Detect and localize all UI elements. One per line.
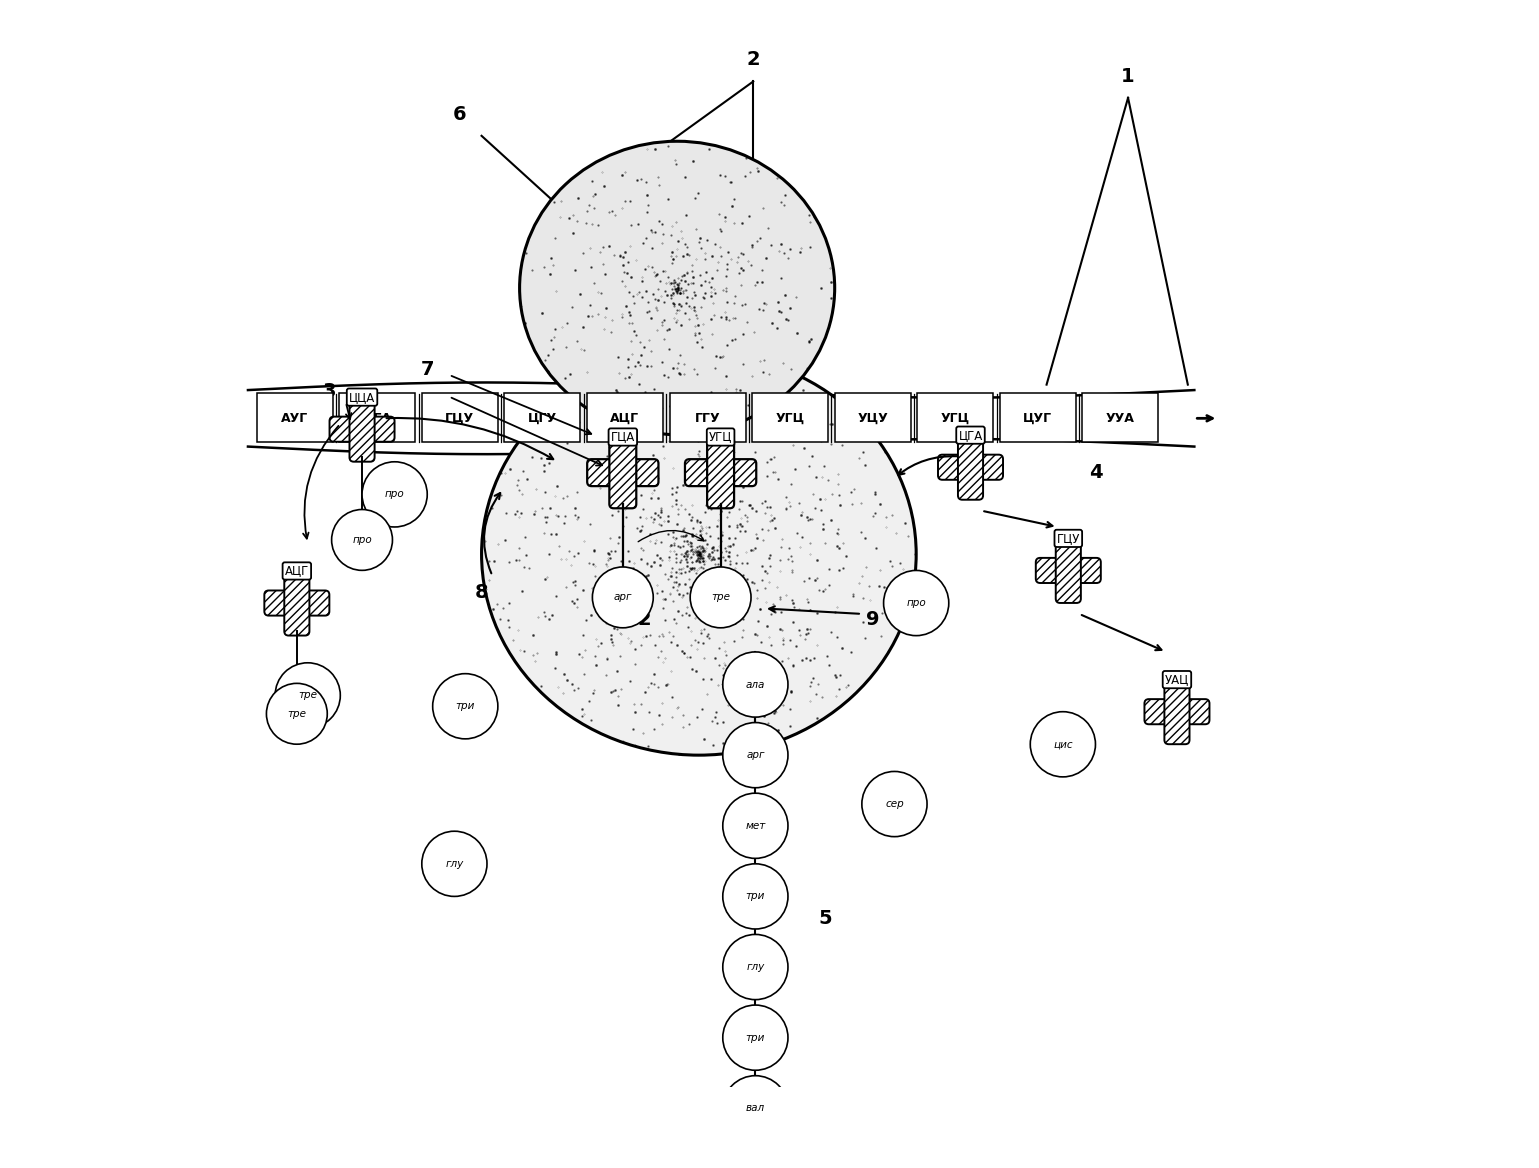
FancyBboxPatch shape (753, 394, 828, 443)
Text: ЦГУ: ЦГУ (528, 412, 557, 425)
Circle shape (723, 934, 788, 1000)
FancyBboxPatch shape (505, 394, 580, 443)
Circle shape (593, 566, 653, 628)
Circle shape (432, 674, 497, 739)
Text: УАЦ: УАЦ (1165, 673, 1190, 686)
Ellipse shape (482, 353, 916, 756)
Text: УГЦ: УГЦ (709, 431, 733, 444)
Text: три: три (746, 891, 765, 902)
FancyBboxPatch shape (257, 394, 332, 443)
Circle shape (723, 1076, 788, 1141)
Text: ГГУ: ГГУ (694, 412, 720, 425)
Ellipse shape (520, 141, 834, 434)
Text: ЦГА: ЦГА (363, 412, 392, 425)
Circle shape (723, 793, 788, 858)
Circle shape (723, 723, 788, 787)
FancyBboxPatch shape (685, 459, 756, 486)
Circle shape (723, 1004, 788, 1070)
FancyBboxPatch shape (1082, 394, 1159, 443)
FancyBboxPatch shape (285, 570, 309, 635)
Text: ГЦА: ГЦА (611, 431, 636, 444)
Text: 7: 7 (420, 360, 434, 378)
Text: ала: ала (746, 680, 765, 689)
Text: три: три (456, 701, 476, 711)
Text: цис: цис (1053, 739, 1073, 750)
Circle shape (275, 662, 340, 728)
Circle shape (1030, 711, 1096, 777)
FancyBboxPatch shape (937, 454, 1003, 480)
Circle shape (362, 461, 428, 527)
Circle shape (723, 652, 788, 717)
FancyBboxPatch shape (706, 437, 734, 508)
Text: 6: 6 (452, 105, 466, 124)
Text: АЦГ: АЦГ (285, 564, 309, 577)
FancyBboxPatch shape (917, 394, 993, 443)
Circle shape (862, 771, 926, 836)
FancyBboxPatch shape (1000, 394, 1076, 443)
Text: УГЦ: УГЦ (776, 412, 805, 425)
Circle shape (723, 864, 788, 929)
FancyBboxPatch shape (349, 397, 374, 461)
Circle shape (422, 832, 486, 896)
Text: ГЦУ: ГЦУ (445, 412, 474, 425)
Circle shape (331, 509, 392, 570)
Text: ГЦУ: ГЦУ (1057, 531, 1080, 544)
Text: ЦГА: ЦГА (959, 429, 982, 442)
Circle shape (266, 683, 328, 744)
Text: глу: глу (746, 962, 765, 972)
Text: мет: мет (745, 821, 765, 830)
FancyBboxPatch shape (586, 394, 663, 443)
FancyBboxPatch shape (1145, 700, 1210, 724)
Text: сер: сер (885, 799, 903, 809)
Text: ЦУГ: ЦУГ (1023, 412, 1053, 425)
Text: 5: 5 (819, 909, 833, 927)
Text: про: про (385, 489, 405, 500)
Circle shape (723, 1146, 788, 1168)
Text: 9: 9 (866, 610, 879, 628)
Text: про: про (352, 535, 372, 545)
Text: 3: 3 (323, 382, 336, 401)
Text: АЦГ: АЦГ (611, 412, 640, 425)
Text: 2: 2 (637, 610, 651, 628)
Text: УЦУ: УЦУ (857, 412, 888, 425)
Text: ЦЦА: ЦЦА (349, 390, 376, 404)
FancyBboxPatch shape (609, 437, 636, 508)
FancyBboxPatch shape (329, 417, 394, 442)
FancyBboxPatch shape (957, 434, 983, 500)
Text: арг: арг (614, 592, 633, 603)
FancyBboxPatch shape (1165, 679, 1190, 744)
Text: 1: 1 (1122, 67, 1134, 85)
FancyBboxPatch shape (422, 394, 497, 443)
Text: тре: тре (711, 592, 729, 603)
Text: 8: 8 (474, 583, 488, 602)
Text: 4: 4 (1088, 464, 1102, 482)
Text: УУА: УУА (1107, 412, 1134, 425)
Text: тре: тре (299, 690, 317, 701)
FancyBboxPatch shape (669, 394, 745, 443)
FancyBboxPatch shape (588, 459, 659, 486)
Text: 2: 2 (746, 50, 760, 69)
FancyBboxPatch shape (339, 394, 416, 443)
Text: арг: арг (746, 750, 765, 760)
Text: про: про (906, 598, 926, 609)
FancyBboxPatch shape (1036, 558, 1100, 583)
Text: АУГ: АУГ (282, 412, 308, 425)
Text: тре: тре (288, 709, 306, 718)
FancyBboxPatch shape (1056, 538, 1080, 603)
FancyBboxPatch shape (265, 591, 329, 616)
Text: вал: вал (746, 1104, 765, 1113)
Circle shape (689, 566, 751, 628)
Text: УГЦ: УГЦ (940, 412, 970, 425)
Text: три: три (746, 1033, 765, 1043)
Circle shape (883, 570, 948, 635)
Text: глу: глу (445, 858, 463, 869)
FancyBboxPatch shape (834, 394, 911, 443)
